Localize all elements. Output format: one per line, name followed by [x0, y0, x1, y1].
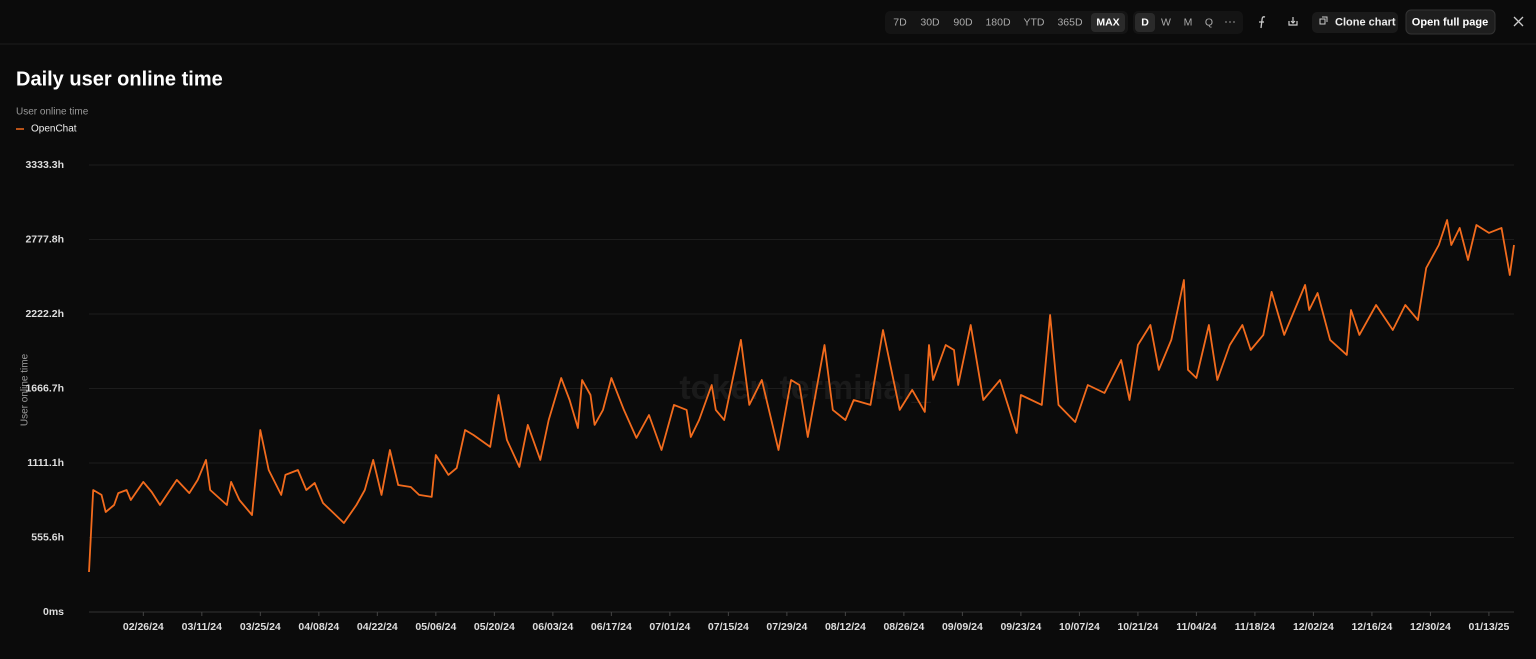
y-tick-label: 1111.1h	[27, 457, 64, 469]
y-tick-label: 2777.8h	[25, 233, 64, 245]
series-line	[88, 219, 1515, 573]
granularity-button[interactable]: Q	[1205, 16, 1213, 28]
range-button[interactable]: YTD	[1024, 16, 1045, 28]
granularity-button[interactable]: D	[1141, 16, 1149, 28]
x-tick-label: 12/02/24	[1293, 621, 1334, 633]
range-button[interactable]: 365D	[1057, 16, 1083, 28]
x-tick-label: 12/16/24	[1351, 621, 1392, 633]
clone-icon	[1319, 16, 1328, 25]
clone-button[interactable]	[1312, 12, 1398, 33]
x-tick-label: 07/29/24	[766, 621, 807, 633]
x-tick-label: 12/30/24	[1410, 621, 1451, 633]
legend-label: OpenChat	[31, 124, 77, 135]
x-tick-label: 07/15/24	[708, 621, 749, 633]
granularity-button[interactable]: M	[1184, 16, 1193, 28]
x-tick-label: 08/12/24	[825, 621, 866, 633]
x-tick-label: 10/07/24	[1059, 621, 1100, 633]
y-tick-label: 0ms	[43, 606, 64, 618]
download-button[interactable]	[1288, 17, 1298, 26]
granularity-button[interactable]: W	[1161, 16, 1171, 28]
close-button[interactable]	[1513, 16, 1524, 27]
x-tick-label: 09/09/24	[942, 621, 983, 633]
range-button[interactable]: 90D	[953, 16, 973, 28]
x-tick-label: 03/25/24	[240, 621, 281, 633]
x-tick-label: 01/13/25	[1468, 621, 1509, 633]
x-tick-label: 02/26/24	[123, 621, 164, 633]
x-tick-label: 04/08/24	[298, 621, 339, 633]
range-active	[1091, 13, 1125, 32]
chart-subtitle: User online time	[16, 107, 89, 118]
range-button[interactable]: MAX	[1096, 16, 1119, 28]
x-tick-label: 08/26/24	[883, 621, 924, 633]
x-tick-label: 05/20/24	[474, 621, 515, 633]
y-axis-label: User online time	[20, 353, 31, 426]
range-button[interactable]: 7D	[893, 16, 907, 28]
x-tick-label: 06/17/24	[591, 621, 632, 633]
y-tick-label: 1666.7h	[25, 382, 64, 394]
open-button[interactable]	[1405, 9, 1496, 35]
granularity-active	[1135, 13, 1155, 32]
x-tick-label: 04/22/24	[357, 621, 398, 633]
range-group	[885, 11, 1128, 34]
watermark: token terminal_	[679, 369, 931, 407]
chart-title: Daily user online time	[16, 68, 223, 90]
y-tick-label: 2222.2h	[25, 308, 64, 320]
clone-label[interactable]: Clone chart	[1335, 16, 1396, 28]
more-button[interactable]	[1225, 21, 1235, 23]
y-tick-label: 3333.3h	[25, 159, 64, 171]
x-tick-label: 06/03/24	[532, 621, 573, 633]
x-tick-label: 11/04/24	[1176, 621, 1216, 633]
x-tick-label: 09/23/24	[1000, 621, 1041, 633]
x-tick-label: 03/11/24	[182, 621, 222, 633]
x-tick-label: 07/01/24	[649, 621, 690, 633]
x-tick-label: 11/18/24	[1235, 621, 1275, 633]
range-button[interactable]: 180D	[985, 16, 1011, 28]
granularity-group	[1133, 11, 1243, 34]
range-button[interactable]: 30D	[920, 16, 940, 28]
x-tick-label: 05/06/24	[415, 621, 456, 633]
open-label[interactable]: Open full page	[1412, 16, 1488, 28]
x-tick-label: 10/21/24	[1117, 621, 1158, 633]
y-tick-label: 555.6h	[31, 531, 64, 543]
formula-button[interactable]	[1259, 16, 1266, 29]
